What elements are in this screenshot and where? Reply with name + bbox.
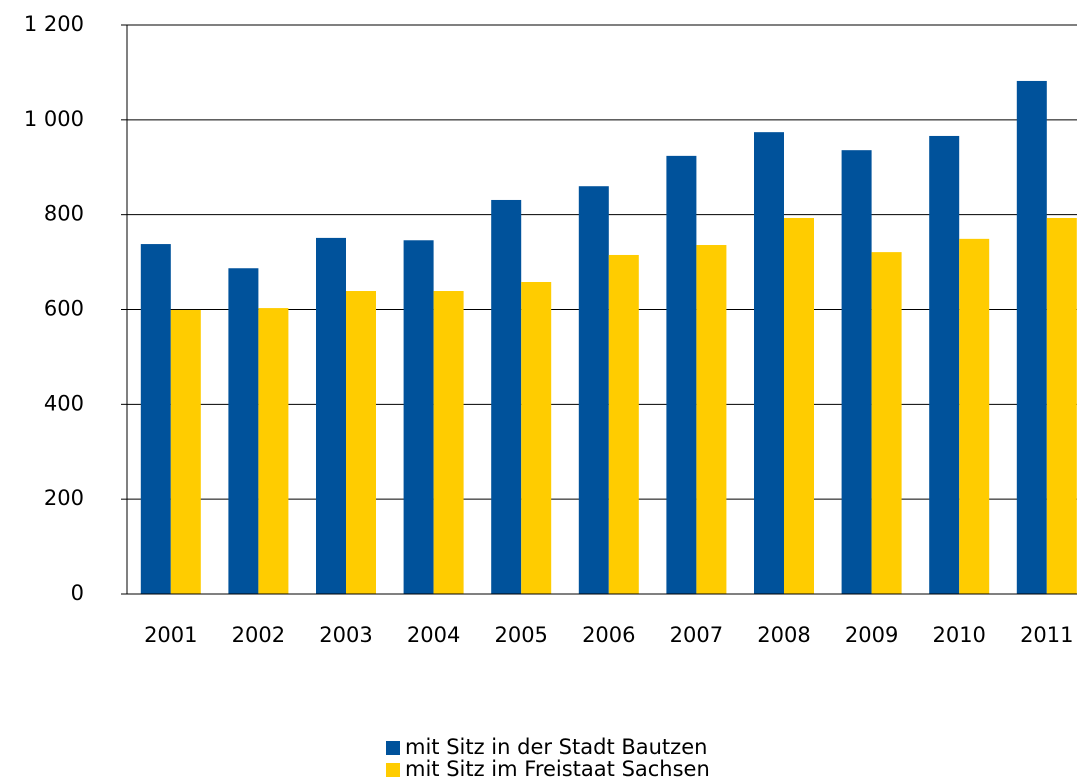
bar (1016, 80, 1047, 595)
bar (433, 291, 464, 594)
bar (666, 155, 697, 594)
y-tick-label: 600 (44, 297, 84, 321)
legend-swatch (386, 741, 400, 755)
bar (258, 308, 289, 594)
bar (170, 309, 201, 594)
bar (608, 254, 639, 595)
bar (929, 135, 960, 594)
x-tick-label: 2005 (494, 623, 547, 647)
bar (403, 240, 434, 594)
legend-label: mit Sitz in der Stadt Bautzen (405, 735, 707, 759)
x-tick-label: 2002 (232, 623, 285, 647)
bar (754, 132, 784, 594)
bar (959, 238, 990, 594)
y-tick-label: 200 (44, 486, 84, 510)
y-tick-label: 0 (71, 581, 84, 605)
bar (578, 186, 609, 594)
x-tick-label: 2006 (582, 623, 635, 647)
bar (316, 237, 346, 595)
legend-label: mit Sitz im Freistaat Sachsen (405, 757, 710, 780)
x-tick-label: 2008 (757, 623, 810, 647)
bar (491, 199, 522, 594)
bar (346, 291, 376, 594)
bar (696, 245, 727, 594)
x-tick-label: 2010 (932, 623, 985, 647)
x-tick-label: 2007 (670, 623, 723, 647)
x-tick-label: 2004 (407, 623, 460, 647)
bar (841, 150, 872, 594)
bar (521, 281, 552, 594)
bar (784, 217, 814, 594)
x-tick-label: 2003 (319, 623, 372, 647)
y-tick-label: 400 (44, 391, 84, 415)
legend-swatch (386, 763, 400, 777)
bar (228, 268, 259, 594)
x-tick-label: 2009 (845, 623, 898, 647)
x-tick-label: 2001 (144, 623, 197, 647)
x-tick-label: 2011 (1020, 623, 1073, 647)
bar (1046, 217, 1077, 594)
bar (871, 252, 902, 594)
bar (140, 244, 171, 594)
y-tick-label: 1 200 (24, 12, 84, 36)
y-tick-label: 1 000 (24, 107, 84, 131)
y-tick-label: 800 (44, 202, 84, 226)
